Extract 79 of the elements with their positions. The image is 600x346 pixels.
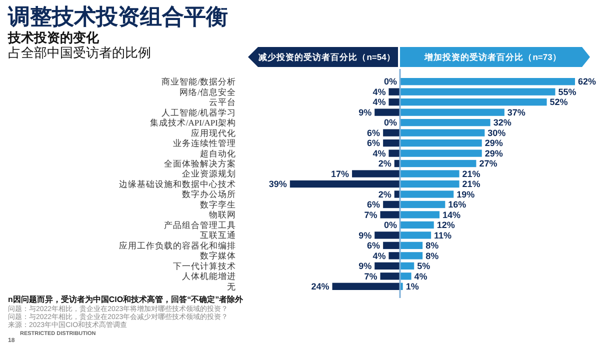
text: 技术投资的变化	[7, 30, 100, 45]
y-tick-label: 企业资源规划	[182, 168, 236, 179]
y-tick-label: 人工智能/机器学习	[162, 107, 236, 118]
bar	[374, 108, 400, 116]
text: 占全部中国受访者的比例	[8, 45, 151, 60]
data-label: 4%	[372, 97, 386, 108]
data-label: 4%	[372, 148, 386, 158]
data-label: 55%	[558, 86, 576, 97]
data-label: 4%	[372, 250, 386, 261]
data-label: 24%	[311, 282, 330, 292]
data-label: 9%	[358, 107, 372, 118]
data-label: 2%	[378, 158, 392, 169]
y-tick-label: 网络/信息安全	[180, 86, 236, 97]
y-tick-label: 物联网	[209, 210, 236, 220]
bar	[400, 118, 490, 126]
data-label: 39%	[268, 179, 287, 190]
data-label: 12%	[436, 220, 455, 230]
y-tick-label: 应用工作负载的容器化和编排	[119, 240, 236, 250]
y-tick-label: 产品组合管理工具	[164, 220, 236, 230]
data-label: 14%	[442, 210, 461, 220]
data-label: 5%	[417, 261, 430, 272]
text: n因问题而异，受访者为中国CIO和技术高管，回答“不确定”者除外	[8, 294, 244, 304]
data-label: 8%	[426, 240, 439, 251]
data-label: 11%	[434, 230, 452, 240]
bar	[383, 139, 400, 147]
bar	[400, 78, 575, 86]
data-label: 6%	[367, 138, 380, 148]
data-label: 21%	[462, 179, 480, 190]
data-label: 27%	[479, 158, 498, 169]
data-label: 7%	[364, 210, 378, 220]
y-tick-label: 集成技术/API/API架构	[150, 118, 236, 128]
data-label: 9%	[358, 230, 372, 240]
data-label: 0%	[384, 220, 397, 230]
y-tick-label: 数字孪生	[200, 199, 236, 210]
data-label: 2%	[378, 189, 392, 200]
bar	[394, 190, 400, 198]
data-label: 9%	[358, 261, 372, 272]
data-label: 1%	[406, 282, 419, 292]
y-tick-label: 超自动化	[200, 148, 236, 158]
bar	[388, 150, 400, 157]
data-label: 29%	[484, 138, 503, 148]
data-label: 21%	[462, 168, 480, 179]
data-label: 0%	[384, 118, 397, 128]
y-tick-label: 商业智能/数据分析	[162, 76, 236, 87]
chart-title: 调整技术投资组合平衡	[7, 4, 228, 29]
data-label: 6%	[367, 200, 380, 210]
data-label: 7%	[364, 271, 378, 282]
y-tick-label: 应用现代化	[191, 128, 236, 138]
y-tick-label: 数字媒体	[200, 250, 236, 261]
text: 减少投资的受访者百分比（n=54）	[258, 52, 396, 62]
data-label: 62%	[578, 76, 596, 87]
data-label: 19%	[456, 189, 475, 200]
data-label: 37%	[507, 107, 526, 118]
data-label: 29%	[484, 148, 503, 158]
bar	[400, 221, 434, 229]
bar	[388, 88, 400, 96]
series-label: 增加投资的受访者百分比（n=73）	[424, 52, 562, 62]
y-tick-label: 业务连续性管理	[173, 138, 236, 148]
y-tick-label: 无	[227, 281, 236, 292]
y-tick-label: 互联互通	[200, 230, 236, 240]
data-label: 52%	[550, 97, 568, 108]
data-label: 30%	[488, 128, 506, 138]
y-tick-label: 云平台	[209, 97, 236, 108]
data-label: 6%	[367, 240, 380, 251]
data-label: 0%	[384, 76, 397, 87]
data-label: 32%	[493, 118, 512, 128]
data-label: 6%	[367, 128, 380, 138]
data-label: 17%	[331, 168, 350, 179]
data-label: 4%	[372, 86, 386, 97]
bar	[383, 129, 400, 136]
data-label: 4%	[414, 271, 428, 282]
data-label: 16%	[448, 200, 466, 210]
data-label: 8%	[426, 250, 439, 261]
y-tick-label: 人体机能增进	[182, 271, 236, 282]
y-tick-label: 数字办公场所	[182, 189, 236, 200]
bar	[388, 98, 400, 106]
y-tick-label: 下一代计算技术	[173, 260, 236, 271]
y-tick-label: 全面体验解决方案	[164, 158, 236, 168]
y-tick-label: 边缘基础设施和数据中心技术	[119, 178, 236, 189]
